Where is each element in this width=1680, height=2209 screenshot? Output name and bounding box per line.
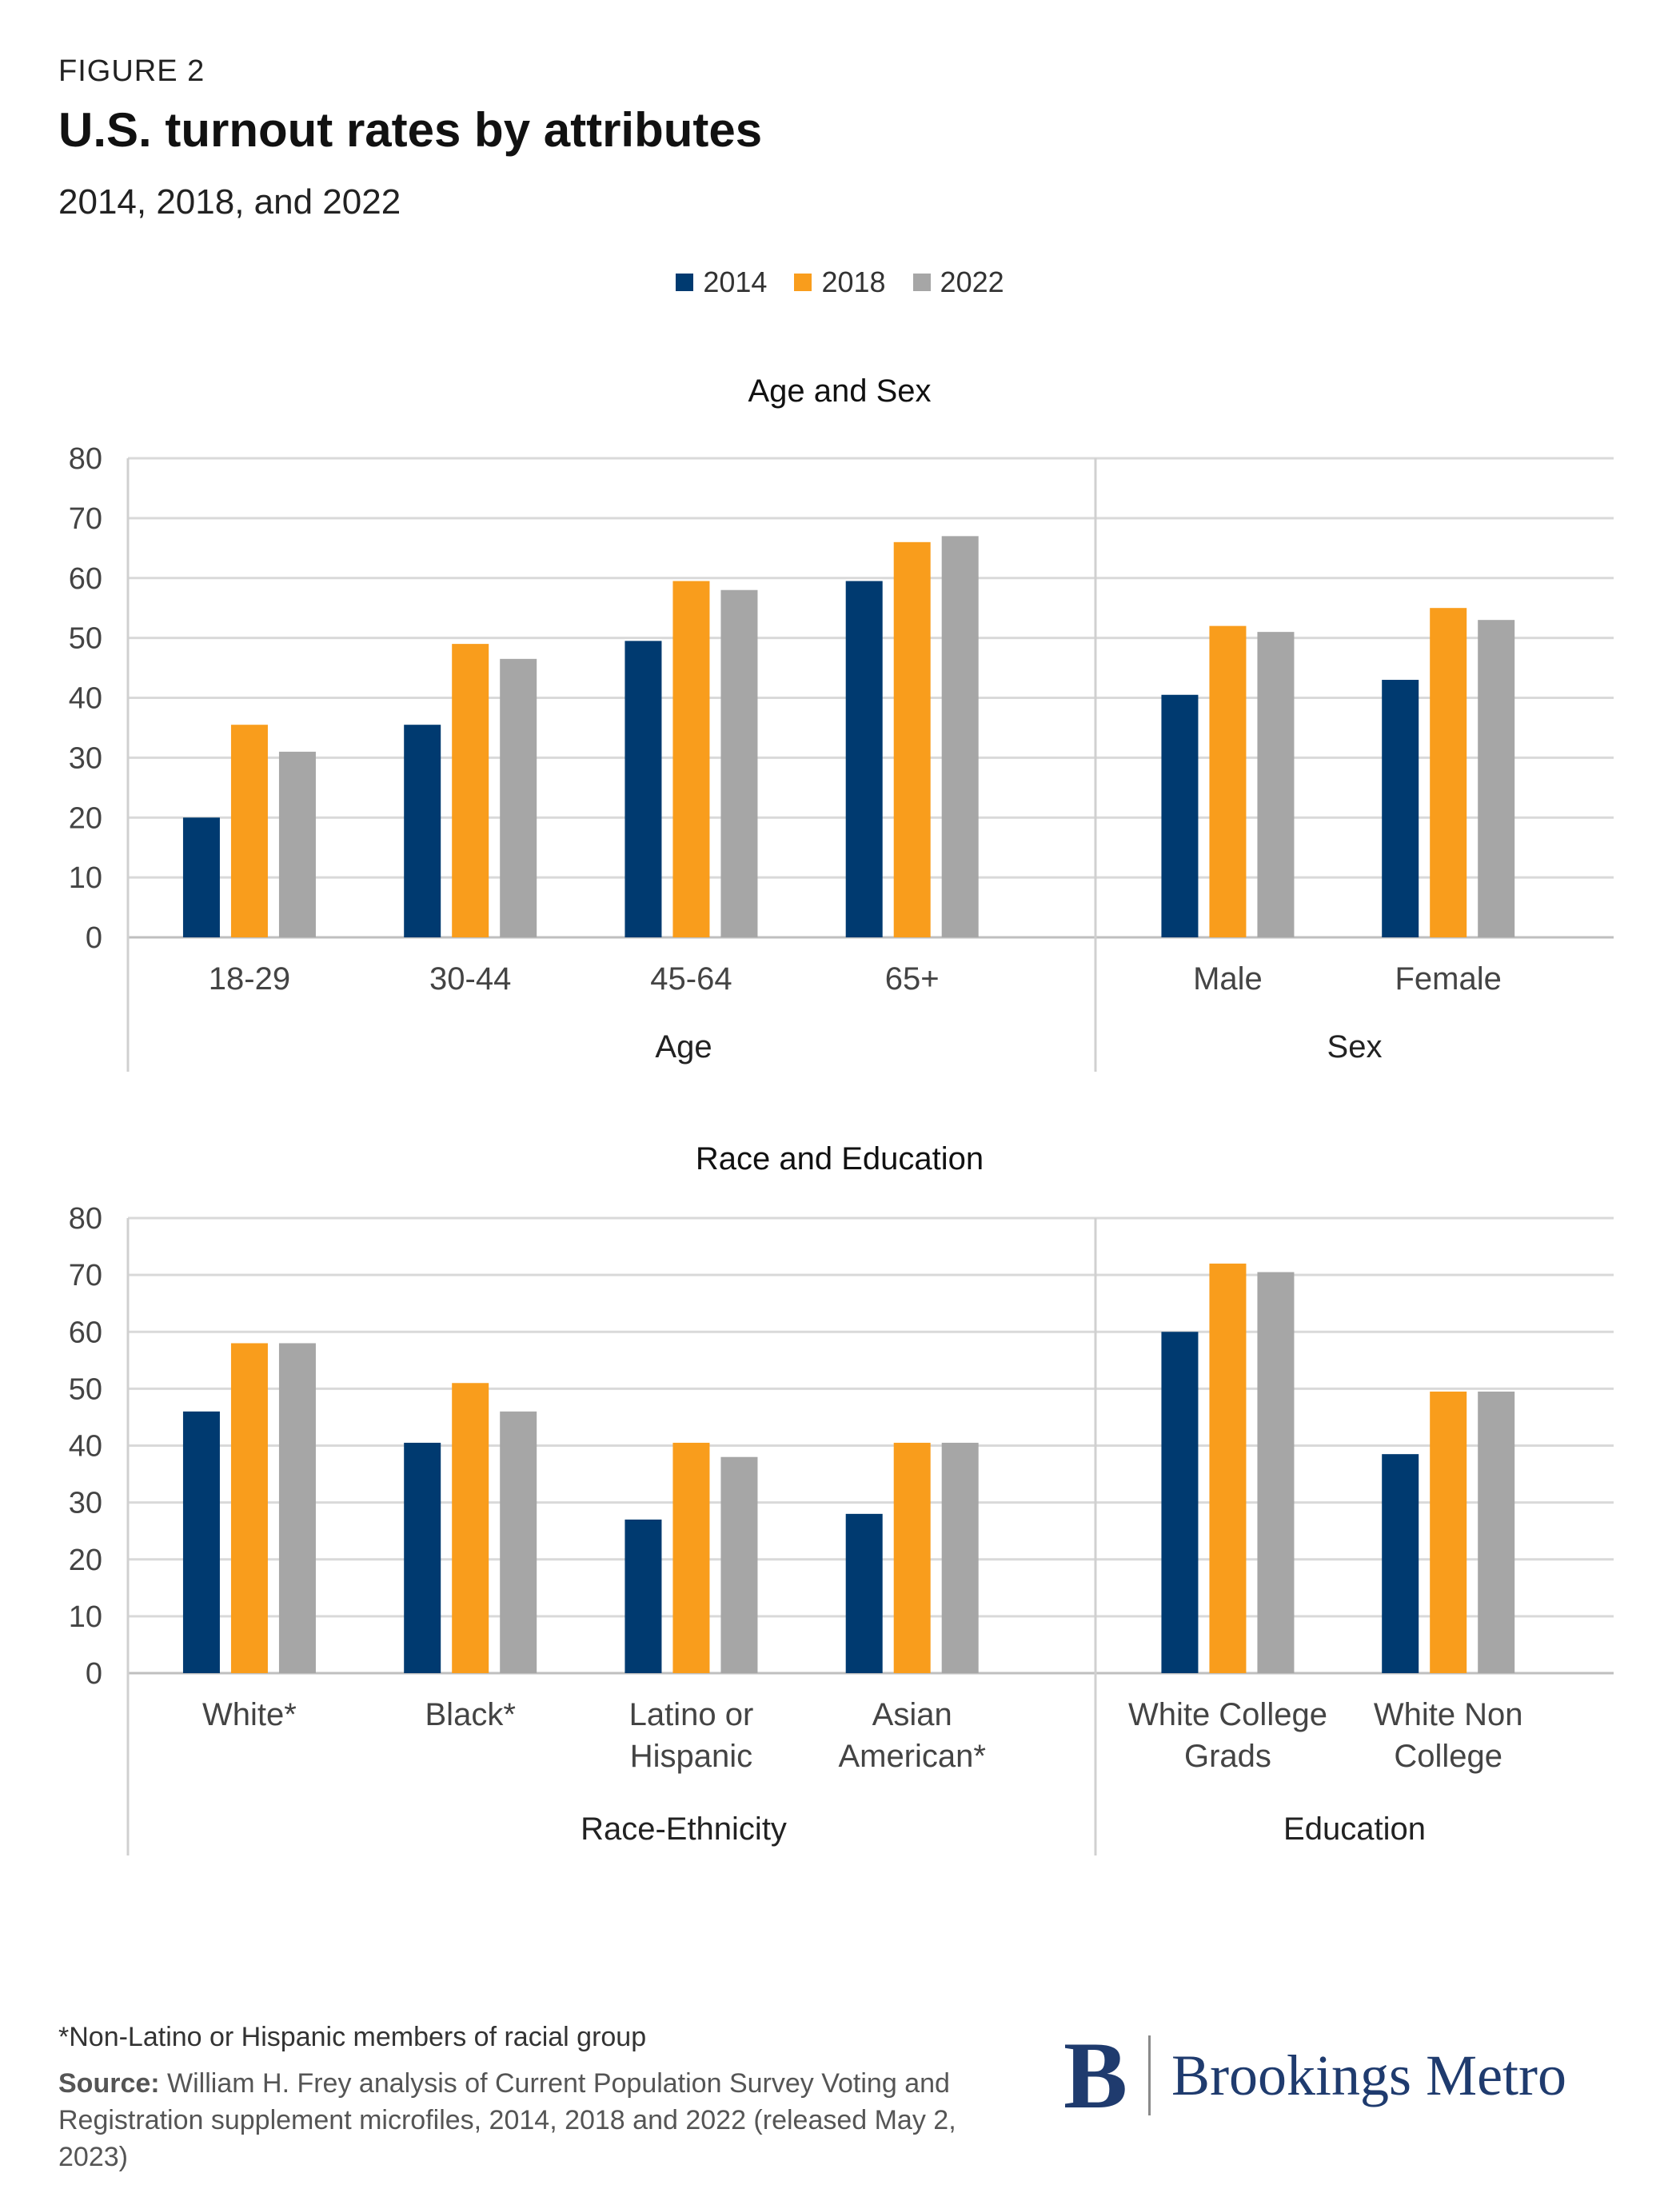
y-tick-label: 20 — [69, 801, 102, 835]
y-tick-label: 10 — [69, 861, 102, 895]
legend-item-2022: 2022 — [912, 266, 1004, 299]
bar-2018 — [452, 1383, 489, 1673]
logo-text: Brookings Metro — [1171, 2043, 1567, 2107]
legend-item-2018: 2018 — [794, 266, 886, 299]
category-label: Grads — [1184, 1739, 1271, 1774]
logo-divider — [1148, 2035, 1151, 2115]
bar-2018 — [230, 1343, 268, 1673]
bar-2022 — [941, 536, 979, 937]
bar-2018 — [672, 581, 710, 937]
source-note: Source: William H. Frey analysis of Curr… — [58, 2065, 1018, 2175]
bar-2014 — [1161, 1332, 1199, 1673]
y-tick-label: 80 — [69, 1202, 102, 1236]
legend-swatch-2014 — [676, 274, 694, 291]
bar-2022 — [500, 658, 537, 937]
y-tick-label: 10 — [69, 1600, 102, 1634]
bar-2022 — [1257, 1272, 1295, 1673]
bar-2014 — [625, 641, 662, 937]
bar-2014 — [1161, 694, 1199, 937]
bar-2022 — [1257, 632, 1295, 937]
bar-2018 — [893, 1442, 931, 1673]
chart-subtitle: 2014, 2018, and 2022 — [58, 182, 401, 222]
bar-2014 — [1382, 1454, 1419, 1673]
bar-2022 — [1478, 620, 1515, 937]
group-label: Education — [1283, 1812, 1426, 1847]
category-label: 18-29 — [209, 961, 290, 997]
legend-item-2014: 2014 — [676, 266, 767, 299]
race-education-chart: Race and Education 0 10 20 30 40 50 60 70 80 White… — [69, 1141, 1614, 1855]
y-tick-label: 30 — [69, 1487, 102, 1520]
bar-2014 — [845, 1513, 883, 1673]
bar-2014 — [404, 725, 441, 937]
legend-label-2022: 2022 — [940, 266, 1004, 298]
bar-2018 — [1430, 1391, 1467, 1673]
category-label: White* — [202, 1697, 297, 1732]
group-label: Race-Ethnicity — [581, 1812, 787, 1847]
bar-2022 — [500, 1411, 537, 1673]
bar-2018 — [1209, 625, 1247, 937]
logo-mark: B — [1063, 2022, 1128, 2128]
y-tick-label: 60 — [69, 1316, 102, 1349]
group-label: Sex — [1327, 1029, 1383, 1065]
category-label: College — [1394, 1739, 1502, 1774]
y-tick-label: 70 — [69, 1259, 102, 1292]
y-tick-label: 30 — [69, 741, 102, 775]
bar-2018 — [1209, 1263, 1247, 1673]
bar-2022 — [720, 589, 758, 937]
category-label: Male — [1193, 961, 1263, 997]
source-label: Source: — [58, 2068, 160, 2099]
y-tick-label: 20 — [69, 1544, 102, 1577]
category-label: Asian — [872, 1697, 952, 1732]
category-label: 65+ — [885, 961, 940, 997]
category-label: Black* — [425, 1697, 516, 1732]
legend-swatch-2022 — [912, 274, 931, 291]
category-label: Female — [1395, 961, 1501, 997]
bar-2014 — [182, 1411, 220, 1673]
legend: 2014 2018 2022 — [0, 266, 1680, 299]
bar-2014 — [404, 1442, 441, 1673]
y-tick-label: 80 — [69, 442, 102, 476]
bar-2014 — [182, 817, 220, 937]
chart-title: U.S. turnout rates by attributes — [58, 103, 763, 157]
panel-title: Age and Sex — [748, 373, 931, 409]
footnote: *Non-Latino or Hispanic members of racia… — [58, 2022, 647, 2052]
bar-2014 — [845, 581, 883, 937]
bar-2022 — [1478, 1391, 1515, 1673]
y-tick-label: 0 — [86, 1657, 102, 1691]
category-label: White College — [1128, 1697, 1327, 1732]
bar-2022 — [941, 1442, 979, 1673]
y-tick-label: 50 — [69, 1372, 102, 1406]
group-label: Age — [655, 1029, 712, 1065]
panel-title: Race and Education — [696, 1141, 984, 1176]
y-tick-label: 70 — [69, 502, 102, 536]
legend-swatch-2018 — [794, 274, 812, 291]
source-text: William H. Frey analysis of Current Popu… — [58, 2068, 956, 2172]
bar-2018 — [893, 541, 931, 937]
category-label: 45-64 — [650, 961, 732, 997]
y-tick-label: 40 — [69, 682, 102, 716]
figure-eyebrow: FIGURE 2 — [58, 54, 206, 88]
category-label: Hispanic — [630, 1739, 752, 1774]
y-tick-label: 40 — [69, 1430, 102, 1464]
legend-label-2014: 2014 — [703, 266, 768, 298]
y-tick-label: 50 — [69, 622, 102, 656]
age-sex-chart: Age and Sex 0 10 20 30 40 50 60 70 80 18-29 30-44 45… — [69, 373, 1614, 1072]
bar-2018 — [1430, 608, 1467, 937]
legend-label-2018: 2018 — [821, 266, 886, 298]
bar-2014 — [1382, 680, 1419, 937]
bar-2014 — [625, 1519, 662, 1673]
category-label: White Non — [1374, 1697, 1523, 1732]
bar-2018 — [672, 1442, 710, 1673]
bar-2022 — [720, 1456, 758, 1673]
bar-2022 — [278, 1343, 316, 1673]
y-tick-label: 0 — [86, 921, 102, 955]
y-tick-label: 60 — [69, 562, 102, 596]
category-label: 30-44 — [429, 961, 511, 997]
brookings-metro-logo: B Brookings Metro — [1063, 2027, 1567, 2123]
bar-2018 — [230, 725, 268, 937]
bar-2018 — [452, 644, 489, 937]
category-label: Latino or — [629, 1697, 754, 1732]
category-label: American* — [838, 1739, 986, 1774]
bar-2022 — [278, 751, 316, 937]
